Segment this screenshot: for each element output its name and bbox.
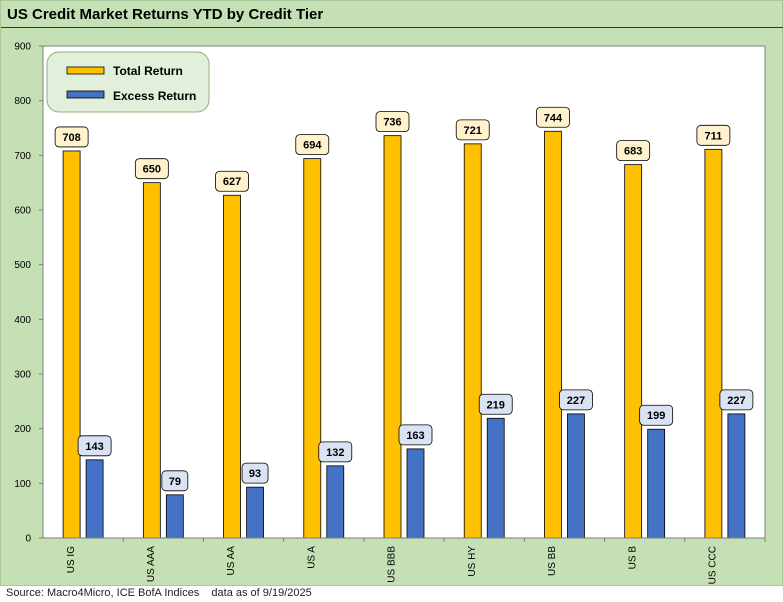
bar-total-return [704,148,723,539]
data-label: 199 [647,410,665,422]
data-label-box [318,441,353,463]
x-tick-label: US BBB [387,546,398,583]
bar-total-return [544,130,562,539]
x-tick-label: US HY [467,546,478,577]
y-tick-label: 300 [14,370,31,381]
y-tick-label: 700 [14,151,31,162]
data-label: 227 [727,395,745,407]
chart-frame: US Credit Market Returns YTD by Credit T… [0,0,783,586]
x-tick-label: US CCC [708,546,719,584]
data-label: 627 [223,176,241,188]
x-tick-label: US IG [66,546,77,573]
data-label: 744 [544,112,563,124]
data-label: 132 [326,447,344,459]
bar-total-return [383,135,402,539]
data-label-box [295,134,330,156]
bar-excess-return [246,486,264,539]
bar-excess-return [647,428,666,539]
x-axis: US IG US AAA US AA US A US BBB US HY US BB US B… [43,537,766,584]
data-label: 650 [143,164,161,176]
x-tick-label: US A [306,546,317,569]
y-tick-label: 200 [14,424,31,435]
data-label-box [478,393,513,415]
legend-label-excess-return: Excess Return [113,89,196,103]
bar-excess-return [406,448,425,539]
x-tick-label: US BB [547,546,558,576]
y-tick-label: 100 [14,479,31,490]
data-label-box [559,389,593,411]
data-label-box [455,119,490,141]
data-label: 711 [705,130,723,142]
bar-total-return [142,182,161,539]
y-axis: 0 100 200 300 400 500 600 700 800 900 [14,42,43,545]
data-label: 708 [62,132,80,144]
y-tick-label: 500 [14,260,31,271]
data-label-box [375,111,410,133]
x-tick-label: US AA [226,546,237,576]
y-tick-label: 400 [14,315,31,326]
data-label: 694 [303,140,322,152]
data-label-box [161,470,189,492]
data-label-box [241,462,269,484]
legend-box [46,51,210,113]
bar-excess-return [567,413,585,539]
bar-total-return [62,150,81,539]
source-note: Source: Macro4Micro, ICE BofA Indices da… [6,587,312,599]
data-label-box [696,124,731,146]
data-label: 163 [406,430,424,442]
data-label-box [398,424,433,446]
bar-excess-return [85,459,104,539]
legend: Total Return Excess Return [46,51,210,113]
bar-total-return [463,143,482,539]
data-label-box [719,389,754,411]
bar-total-return [223,194,241,539]
data-label-box [54,126,89,148]
data-label: 143 [85,441,103,453]
bar-total-return [303,158,322,539]
x-tick-label: US B [627,546,638,570]
bar-excess-return [165,494,184,539]
data-label: 227 [567,395,585,407]
data-label-box [639,404,674,426]
data-label: 219 [487,399,505,411]
y-tick-label: 0 [25,534,31,545]
legend-label-total-return: Total Return [113,64,183,78]
data-label-box [616,140,651,162]
chart-area: 0 100 200 300 400 500 600 700 800 900 708 143 650 79… [14,42,766,584]
data-label: 93 [249,468,261,480]
bar-excess-return [727,413,746,539]
bars: 708 143 650 79 627 93 694 132 736 163 721 219 744 227… [54,106,754,539]
chart-title: US Credit Market Returns YTD by Credit T… [7,6,324,23]
bar-total-return [624,164,643,539]
data-label: 721 [464,125,482,137]
legend-swatch-excess-return [66,90,105,99]
y-tick-label: 800 [14,96,31,107]
data-label: 683 [624,146,642,158]
data-label-box [536,106,570,128]
y-tick-label: 900 [14,42,31,53]
data-label-box [77,435,112,457]
data-label-box [134,158,169,180]
data-label: 79 [169,476,181,488]
data-label: 736 [383,117,401,129]
y-tick-label: 600 [14,206,31,217]
legend-swatch-total-return [66,66,105,75]
bar-excess-return [486,417,505,539]
bar-excess-return [326,465,345,539]
x-tick-label: US AAA [146,546,157,582]
title-bar: US Credit Market Returns YTD by Credit T… [1,1,783,28]
data-label-box [215,170,249,192]
